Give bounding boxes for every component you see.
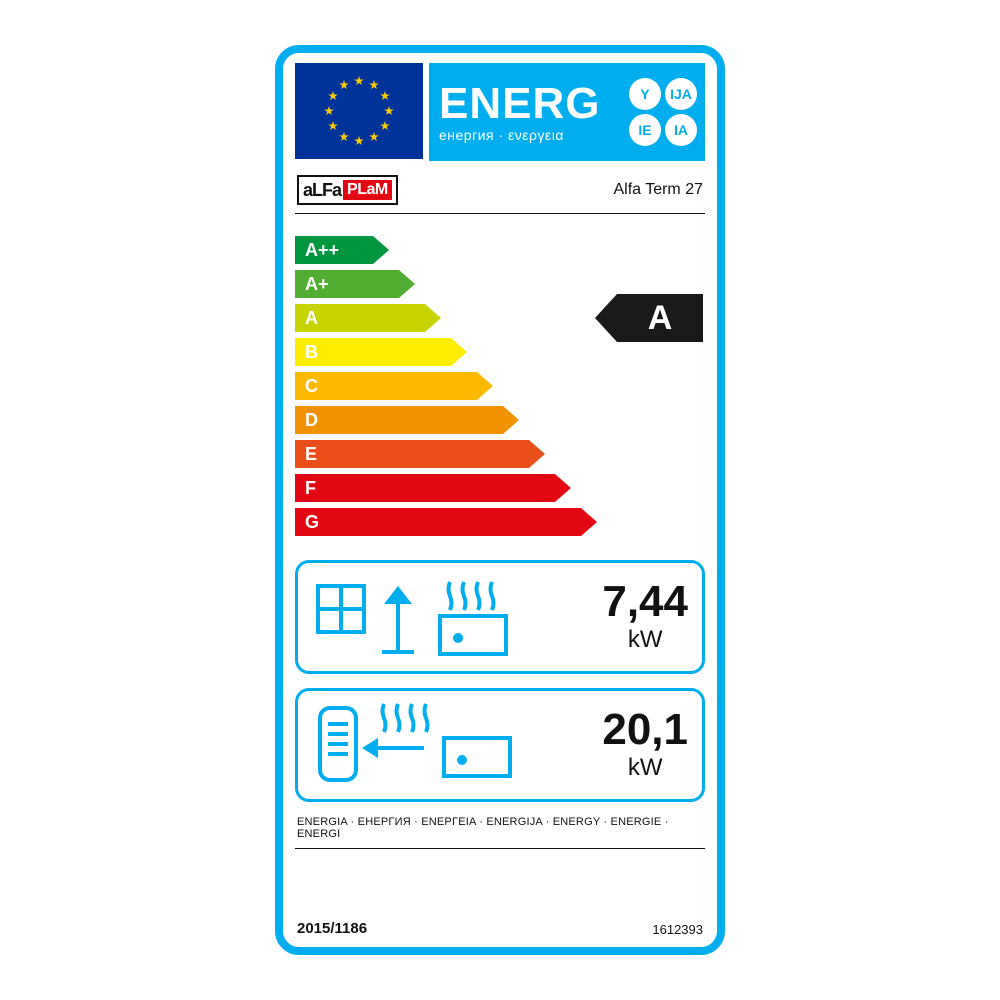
divider	[295, 848, 705, 849]
efficiency-arrow-aplusplus: A++	[295, 236, 389, 264]
brand-part1: aLFa	[303, 180, 341, 201]
water-heat-icon	[312, 700, 522, 790]
footer-languages: ENERGIA · ЕНЕРГИЯ · ΕΝΕΡΓΕΙΑ · ENERGIJA …	[295, 816, 705, 840]
efficiency-arrow-c: C	[295, 372, 493, 400]
rating-letter: A	[617, 294, 703, 342]
lang-badge: IA	[665, 114, 697, 146]
energ-subtitle: енергия · ενεργεια	[439, 128, 600, 142]
spec-value: 20,1	[602, 708, 688, 752]
efficiency-arrow-a: A	[295, 304, 441, 332]
room-heat-icon	[312, 572, 522, 662]
spec-water-heat: 20,1kW	[295, 688, 705, 802]
spec-unit: kW	[602, 626, 688, 654]
energ-title: ENERG	[439, 82, 600, 126]
lang-badge: Y	[629, 78, 661, 110]
footer-bottom: 2015/1186 1612393	[295, 920, 705, 939]
lang-badge: IJA	[665, 78, 697, 110]
brand-part2: PLaM	[343, 180, 392, 200]
lang-badges: YIJAIEIA	[629, 78, 697, 146]
efficiency-arrow-g: G	[295, 508, 597, 536]
rating-badge: A	[595, 294, 703, 342]
brand-row: aLFa PLaM Alfa Term 27	[295, 175, 705, 205]
efficiency-scale: A++A+ABCDEFGA	[295, 236, 705, 546]
regulation-number: 2015/1186	[297, 920, 367, 937]
efficiency-arrow-e: E	[295, 440, 545, 468]
spec-unit: kW	[602, 754, 688, 782]
efficiency-arrow-f: F	[295, 474, 571, 502]
eu-flag-icon	[295, 63, 423, 159]
spec-value: 7,44	[602, 580, 688, 624]
energy-label: ENERG енергия · ενεργεια YIJAIEIA aLFa P…	[275, 45, 725, 955]
efficiency-arrow-aplus: A+	[295, 270, 415, 298]
spec-room-heat: 7,44kW	[295, 560, 705, 674]
efficiency-arrow-d: D	[295, 406, 519, 434]
energ-banner: ENERG енергия · ενεργεια YIJAIEIA	[429, 63, 705, 161]
lang-badge: IE	[629, 114, 661, 146]
divider	[295, 213, 705, 214]
brand-logo: aLFa PLaM	[297, 175, 398, 205]
header: ENERG енергия · ενεργεια YIJAIEIA	[295, 63, 705, 161]
model-name: Alfa Term 27	[613, 181, 703, 199]
efficiency-arrow-b: B	[295, 338, 467, 366]
serial-number: 1612393	[652, 922, 703, 937]
